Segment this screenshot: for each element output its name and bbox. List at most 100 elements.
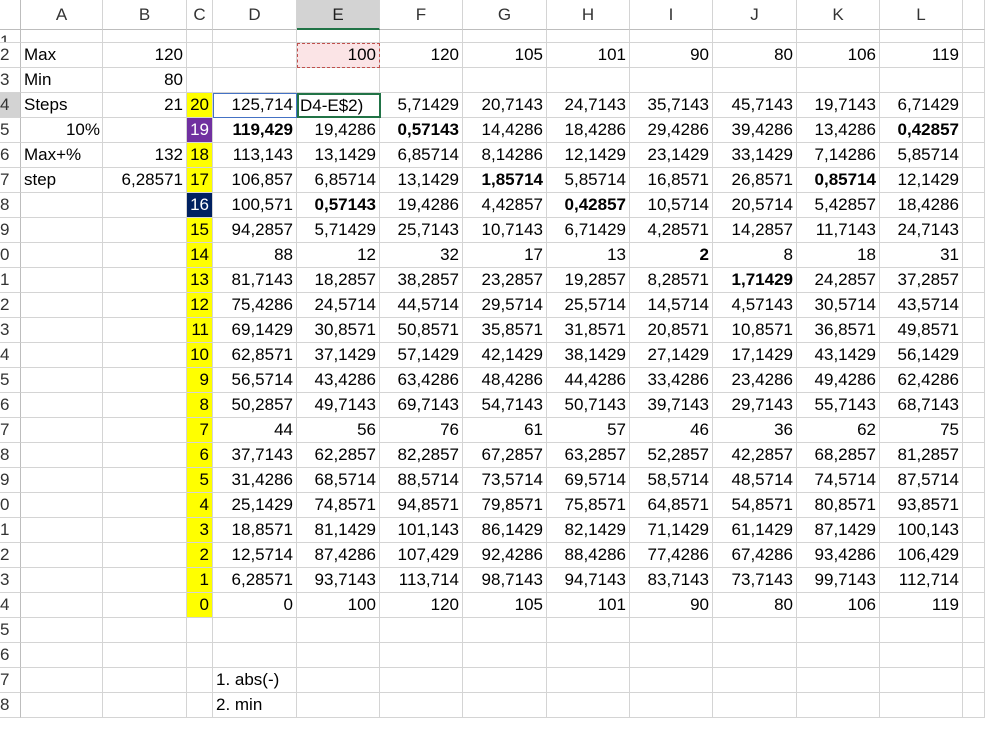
cell-partial-24[interactable] (963, 593, 985, 618)
cell-g18[interactable]: 67,2857 (463, 443, 547, 468)
row-header-22[interactable]: 2 (0, 543, 21, 568)
cell-c28[interactable] (187, 693, 213, 718)
cell-i15[interactable]: 33,4286 (630, 368, 713, 393)
cell-k28[interactable] (797, 693, 880, 718)
cell-partial-13[interactable] (963, 318, 985, 343)
cell-d2[interactable] (213, 43, 297, 68)
cell-a23[interactable] (21, 568, 103, 593)
cell-f28[interactable] (380, 693, 463, 718)
row-header-7[interactable]: 7 (0, 168, 21, 193)
cell-d23[interactable]: 6,28571 (213, 568, 297, 593)
cell-b19[interactable] (103, 468, 187, 493)
cell-a14[interactable] (21, 343, 103, 368)
cell-l21[interactable]: 100,143 (880, 518, 963, 543)
cell-e21[interactable]: 81,1429 (297, 518, 380, 543)
cell-h3[interactable] (547, 68, 630, 93)
cell-h23[interactable]: 94,7143 (547, 568, 630, 593)
cell-a21[interactable] (21, 518, 103, 543)
cell-i24[interactable]: 90 (630, 593, 713, 618)
cell-k13[interactable]: 36,8571 (797, 318, 880, 343)
cell-g22[interactable]: 92,4286 (463, 543, 547, 568)
cell-h5[interactable]: 18,4286 (547, 118, 630, 143)
cell-g3[interactable] (463, 68, 547, 93)
cell-j6[interactable]: 33,1429 (713, 143, 797, 168)
cell-d24[interactable]: 0 (213, 593, 297, 618)
cell-partial-23[interactable] (963, 568, 985, 593)
cell-b10[interactable] (103, 243, 187, 268)
cell-f11[interactable]: 38,2857 (380, 268, 463, 293)
row-header-24[interactable]: 4 (0, 593, 21, 618)
cell-e9[interactable]: 5,71429 (297, 218, 380, 243)
cell-a27[interactable] (21, 668, 103, 693)
cell-c21[interactable]: 3 (187, 518, 213, 543)
row-header-10[interactable]: 0 (0, 243, 21, 268)
cell-i14[interactable]: 27,1429 (630, 343, 713, 368)
row-header-21[interactable]: 1 (0, 518, 21, 543)
cell-b23[interactable] (103, 568, 187, 593)
row-header-19[interactable]: 9 (0, 468, 21, 493)
row-header-25[interactable]: 5 (0, 618, 21, 643)
cell-partial-9[interactable] (963, 218, 985, 243)
cell-k4[interactable]: 19,7143 (797, 93, 880, 118)
cell-b6[interactable]: 132 (103, 143, 187, 168)
cell-partial-8[interactable] (963, 193, 985, 218)
cell-e8[interactable]: 0,57143 (297, 193, 380, 218)
cell-g11[interactable]: 23,2857 (463, 268, 547, 293)
cell-h1[interactable] (547, 30, 630, 43)
cell-h25[interactable] (547, 618, 630, 643)
cell-a3[interactable]: Min (21, 68, 103, 93)
cell-h26[interactable] (547, 643, 630, 668)
cell-k14[interactable]: 43,1429 (797, 343, 880, 368)
cell-g14[interactable]: 42,1429 (463, 343, 547, 368)
cell-k15[interactable]: 49,4286 (797, 368, 880, 393)
cell-d11[interactable]: 81,7143 (213, 268, 297, 293)
row-header-6[interactable]: 6 (0, 143, 21, 168)
cell-f22[interactable]: 107,429 (380, 543, 463, 568)
cell-l28[interactable] (880, 693, 963, 718)
cell-f14[interactable]: 57,1429 (380, 343, 463, 368)
cell-f9[interactable]: 25,7143 (380, 218, 463, 243)
cell-f27[interactable] (380, 668, 463, 693)
cell-b4[interactable]: 21 (103, 93, 187, 118)
cell-l5[interactable]: 0,42857 (880, 118, 963, 143)
cell-f3[interactable] (380, 68, 463, 93)
cell-h27[interactable] (547, 668, 630, 693)
column-header-d[interactable]: D (213, 0, 297, 30)
cell-g8[interactable]: 4,42857 (463, 193, 547, 218)
cell-d1[interactable] (213, 30, 297, 43)
cell-b18[interactable] (103, 443, 187, 468)
cell-i22[interactable]: 77,4286 (630, 543, 713, 568)
cell-partial-16[interactable] (963, 393, 985, 418)
cell-a8[interactable] (21, 193, 103, 218)
cell-j26[interactable] (713, 643, 797, 668)
cell-d26[interactable] (213, 643, 297, 668)
row-header-1[interactable]: 1 (0, 30, 21, 43)
cell-j5[interactable]: 39,4286 (713, 118, 797, 143)
cell-j15[interactable]: 23,4286 (713, 368, 797, 393)
cell-l23[interactable]: 112,714 (880, 568, 963, 593)
cell-k22[interactable]: 93,4286 (797, 543, 880, 568)
cell-g23[interactable]: 98,7143 (463, 568, 547, 593)
cell-k9[interactable]: 11,7143 (797, 218, 880, 243)
cell-a28[interactable] (21, 693, 103, 718)
cell-partial-27[interactable] (963, 668, 985, 693)
cell-g4[interactable]: 20,7143 (463, 93, 547, 118)
cell-l17[interactable]: 75 (880, 418, 963, 443)
cell-h19[interactable]: 69,5714 (547, 468, 630, 493)
cell-b8[interactable] (103, 193, 187, 218)
cell-c2[interactable] (187, 43, 213, 68)
cell-h18[interactable]: 63,2857 (547, 443, 630, 468)
row-header-26[interactable]: 6 (0, 643, 21, 668)
cell-c22[interactable]: 2 (187, 543, 213, 568)
cell-i4[interactable]: 35,7143 (630, 93, 713, 118)
cell-i2[interactable]: 90 (630, 43, 713, 68)
cell-j16[interactable]: 29,7143 (713, 393, 797, 418)
cell-f18[interactable]: 82,2857 (380, 443, 463, 468)
cell-c24[interactable]: 0 (187, 593, 213, 618)
cell-j20[interactable]: 54,8571 (713, 493, 797, 518)
cell-k5[interactable]: 13,4286 (797, 118, 880, 143)
cell-i5[interactable]: 29,4286 (630, 118, 713, 143)
cell-l26[interactable] (880, 643, 963, 668)
cell-partial-3[interactable] (963, 68, 985, 93)
